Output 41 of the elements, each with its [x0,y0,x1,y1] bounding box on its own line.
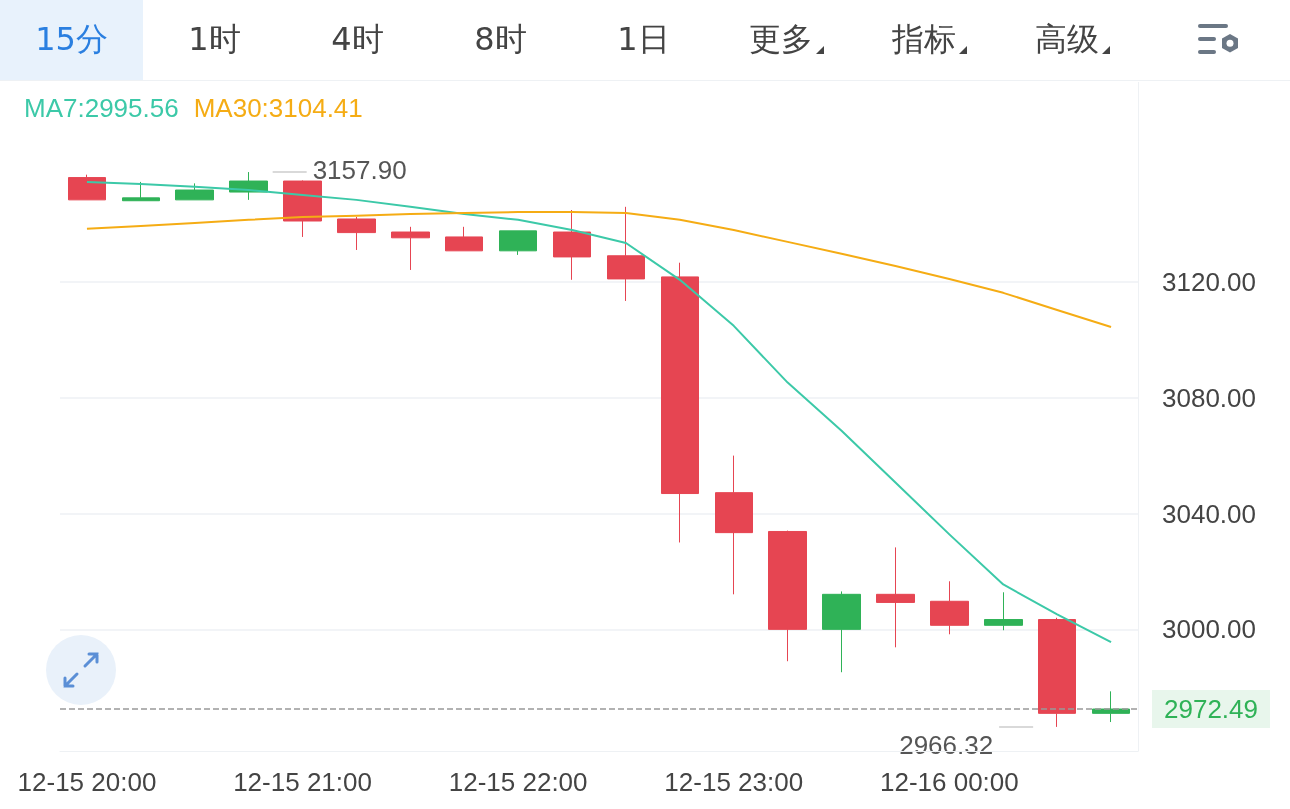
text: 4时 [331,19,384,60]
text: 15分 [35,19,108,60]
text: 高级 [1035,19,1099,60]
candlestick [175,182,214,201]
candlestick [122,181,160,202]
candlestick [876,546,915,648]
text: 8时 [474,19,527,60]
line-series [85,211,1113,328]
candlestick [930,580,969,635]
x-tick-label: 12-15 23:00 [664,767,804,797]
text: MA7:2995.56 [24,93,179,123]
candlestick [984,591,1023,631]
text: 更多 [749,19,813,60]
y-tick-label: 3000.00 [1162,614,1256,645]
y-tick-label: 3080.00 [1162,382,1256,413]
annotation: 3157.90 [312,155,407,186]
x-tick-label: 12-15 22:00 [448,767,588,797]
text: 1时 [188,19,241,60]
y-tick-label: 3040.00 [1162,498,1256,529]
candlestick [337,216,376,251]
candlestick [68,174,106,201]
y-tick-label: 3120.00 [1162,266,1256,297]
ref-line-label: 2972.49 [1164,694,1258,725]
candlestick [445,226,483,252]
line-series [85,180,1113,644]
text: MA30:3104.41 [193,93,363,123]
candlestick [391,226,430,271]
candlestick [822,590,861,673]
candlestick [499,230,537,256]
candlestick [715,455,753,595]
x-tick-label: 12-16 00:00 [879,767,1019,797]
candlestick [607,206,645,302]
candlestick [1038,617,1076,728]
text: 指标 [892,19,956,60]
candlestick [768,530,807,662]
candlestick [553,209,591,281]
candlestick [283,179,322,238]
x-tick-label: 12-15 20:00 [17,767,157,797]
candlestick [661,262,699,543]
x-tick-label: 12-15 21:00 [233,767,372,797]
text: 1日 [617,19,670,60]
